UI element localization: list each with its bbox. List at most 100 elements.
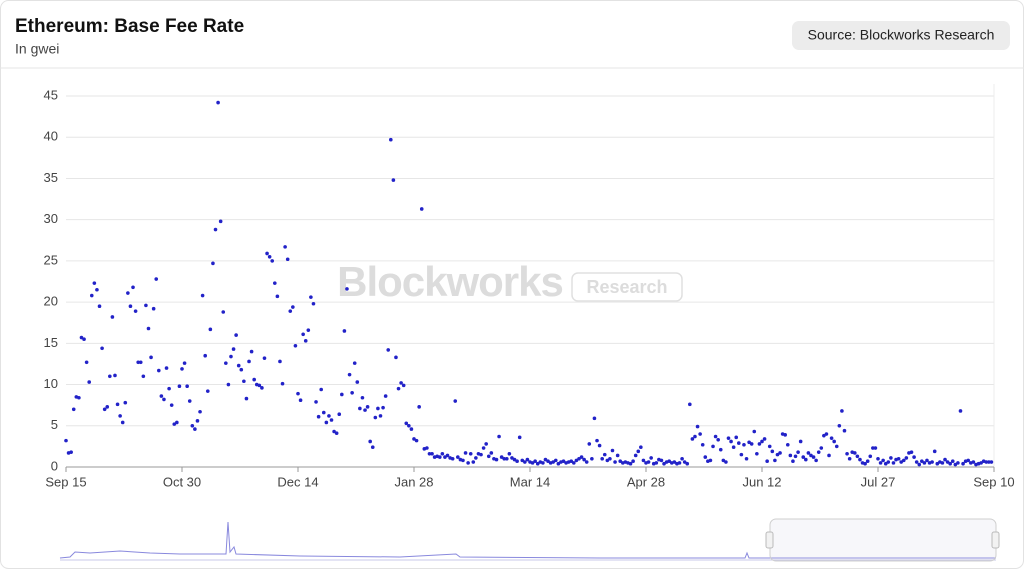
point xyxy=(551,460,555,464)
point xyxy=(430,452,434,456)
navigator-window[interactable] xyxy=(769,518,997,562)
point xyxy=(517,435,522,440)
point xyxy=(273,281,277,285)
y-tick-label: 25 xyxy=(44,252,58,267)
point xyxy=(190,423,195,428)
point xyxy=(319,387,324,392)
point xyxy=(288,309,293,313)
point xyxy=(695,424,700,429)
point xyxy=(376,406,380,411)
point xyxy=(865,459,870,464)
point xyxy=(316,414,321,419)
point xyxy=(853,451,857,455)
point xyxy=(193,427,197,431)
point xyxy=(144,303,148,308)
source-button[interactable] xyxy=(792,21,1010,50)
point xyxy=(383,394,388,398)
point xyxy=(221,310,226,314)
point xyxy=(767,444,772,449)
point xyxy=(394,355,398,360)
point xyxy=(437,455,442,459)
point xyxy=(407,423,411,428)
point xyxy=(141,374,146,379)
point xyxy=(708,458,713,463)
point xyxy=(200,293,205,298)
point xyxy=(293,344,298,348)
point xyxy=(370,445,375,450)
point xyxy=(275,294,280,299)
point xyxy=(64,438,68,443)
point xyxy=(920,459,924,464)
point xyxy=(113,373,117,378)
point xyxy=(445,453,450,458)
point xyxy=(360,395,365,400)
point xyxy=(108,374,112,379)
point xyxy=(249,349,254,354)
point xyxy=(100,346,104,351)
point xyxy=(481,446,486,450)
point xyxy=(535,461,540,466)
point xyxy=(608,456,612,461)
point xyxy=(244,396,249,401)
point xyxy=(345,287,349,291)
point xyxy=(95,287,99,292)
point xyxy=(151,306,156,311)
point xyxy=(120,420,125,425)
point xyxy=(546,459,550,464)
chart-subtitle: In gwei xyxy=(15,41,59,57)
point xyxy=(718,447,723,452)
point xyxy=(505,456,509,461)
point xyxy=(340,392,344,397)
point xyxy=(278,359,282,364)
point xyxy=(110,315,115,319)
point xyxy=(314,400,318,404)
navigator-handle[interactable] xyxy=(991,531,1000,549)
point xyxy=(523,460,527,464)
point xyxy=(157,368,161,373)
point xyxy=(633,453,638,458)
x-tick-label: Dec 14 xyxy=(277,474,318,489)
point xyxy=(791,459,795,464)
point xyxy=(987,460,991,464)
navigator-handle[interactable] xyxy=(765,531,774,549)
point xyxy=(311,301,316,306)
point xyxy=(899,460,903,464)
point xyxy=(182,361,187,365)
point xyxy=(731,445,736,450)
point xyxy=(187,399,192,403)
point xyxy=(417,405,421,409)
point xyxy=(77,395,81,400)
x-tick-label: Jan 28 xyxy=(394,474,433,489)
point xyxy=(136,360,140,365)
point xyxy=(966,458,971,463)
point xyxy=(321,410,326,415)
point xyxy=(590,456,594,461)
point xyxy=(572,461,576,465)
point xyxy=(917,462,922,467)
point xyxy=(118,414,122,418)
point xyxy=(579,455,584,459)
point xyxy=(600,456,604,461)
point xyxy=(775,452,780,457)
point xyxy=(698,432,702,436)
point xyxy=(172,422,177,426)
point xyxy=(497,434,501,439)
point xyxy=(840,409,844,413)
point xyxy=(762,437,767,441)
point xyxy=(381,405,385,410)
point xyxy=(819,446,824,450)
point xyxy=(198,409,202,414)
point xyxy=(474,456,478,460)
point xyxy=(507,452,512,456)
point xyxy=(940,461,945,465)
point xyxy=(561,459,566,464)
point xyxy=(961,461,965,466)
point xyxy=(615,453,620,458)
point xyxy=(128,304,133,309)
point xyxy=(177,384,182,389)
point xyxy=(855,454,860,459)
point xyxy=(499,455,504,459)
point xyxy=(804,457,808,462)
point xyxy=(827,453,831,458)
